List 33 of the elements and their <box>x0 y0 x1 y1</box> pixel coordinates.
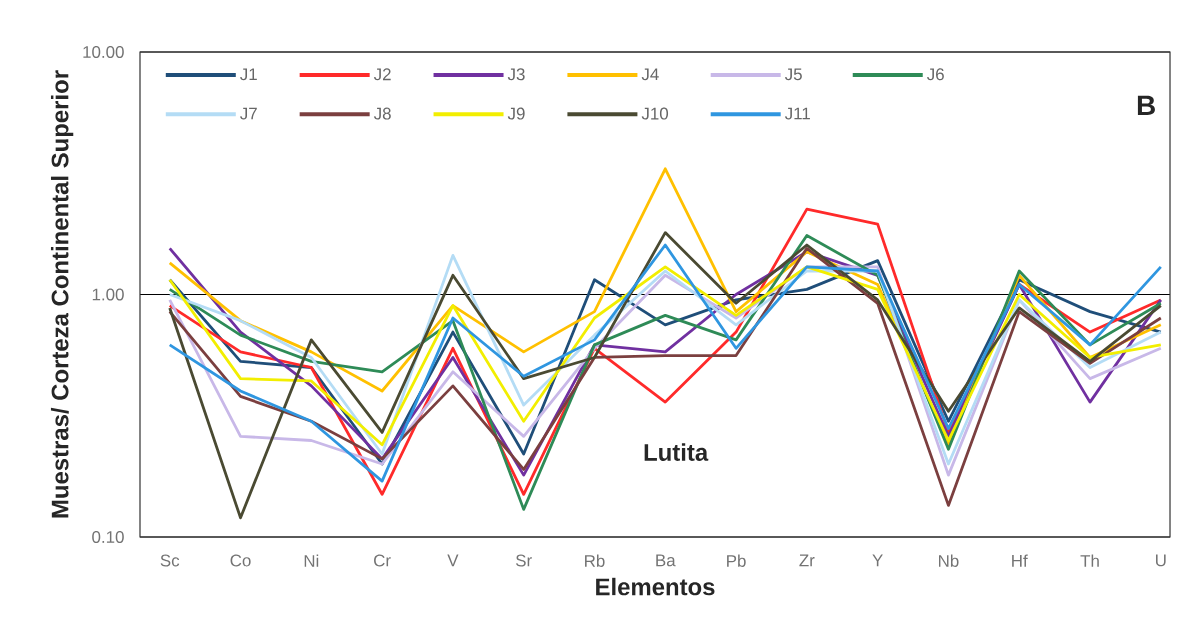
annotation: Lutita <box>644 443 709 461</box>
legend-label: J5 <box>784 68 802 81</box>
legend-label: J3 <box>507 68 525 81</box>
y-tick-label: 10.00 <box>83 46 124 58</box>
x-tick-label: Co <box>230 554 251 567</box>
x-tick-label: Th <box>1080 554 1099 567</box>
legend-label: J10 <box>641 107 669 120</box>
legend-label: J11 <box>784 107 810 120</box>
legend-label: J4 <box>641 68 659 81</box>
legend-label: J9 <box>507 107 525 120</box>
legend-label: J2 <box>373 68 391 81</box>
x-tick-label: Hf <box>1012 554 1028 567</box>
x-tick-label: Cr <box>374 554 391 567</box>
legend-label: J7 <box>240 107 257 120</box>
x-tick-label: Ba <box>656 554 676 567</box>
y-tick-label: 1.00 <box>92 288 124 301</box>
x-tick-label: Ni <box>304 554 319 567</box>
x-tick-label: Sc <box>160 554 180 567</box>
x-tick-label: V <box>447 554 459 567</box>
x-axis-title: Elementos <box>596 577 715 596</box>
legend-label: J8 <box>373 107 391 120</box>
legend-label: J1 <box>240 68 257 81</box>
y-tick-label: 0.10 <box>92 531 124 543</box>
x-tick-label: Nb <box>939 554 959 567</box>
x-tick-label: Rb <box>585 554 605 567</box>
annotation: B <box>1137 95 1155 115</box>
x-tick-label: Pb <box>727 554 746 567</box>
y-axis-title: Muestras/ Corteza Continental Superior <box>50 70 74 518</box>
x-tick-label: Y <box>872 554 883 567</box>
x-tick-label: U <box>1156 554 1166 567</box>
legend-label: J6 <box>927 68 944 81</box>
x-tick-label: Sr <box>515 554 532 567</box>
x-tick-label: Zr <box>799 554 815 567</box>
